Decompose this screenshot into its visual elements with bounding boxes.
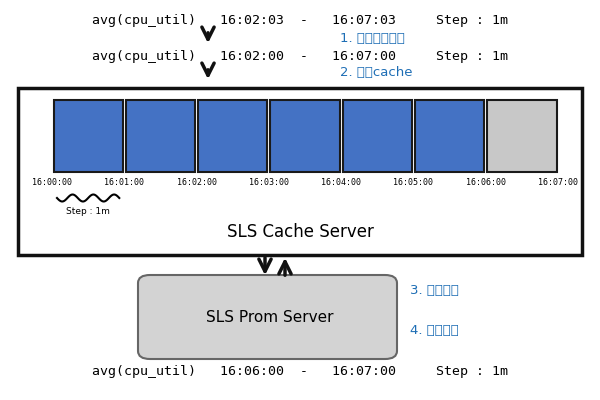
Text: Step : 1m: Step : 1m [66, 207, 110, 216]
Bar [271, 100, 340, 172]
Bar [126, 100, 195, 172]
Text: avg(cpu_util)   16:06:00  -   16:07:00     Step : 1m: avg(cpu_util) 16:06:00 - 16:07:00 Step :… [92, 365, 508, 378]
Text: 3. 执行查询: 3. 执行查询 [410, 284, 459, 296]
Text: 16:06:00: 16:06:00 [466, 178, 506, 187]
Text: 16:07:00: 16:07:00 [538, 178, 578, 187]
Bar [415, 100, 484, 172]
Bar [53, 100, 123, 172]
Text: 16:05:00: 16:05:00 [394, 178, 433, 187]
Text: SLS Prom Server: SLS Prom Server [206, 310, 334, 326]
Text: 16:00:00: 16:00:00 [32, 178, 72, 187]
Text: avg(cpu_util)   16:02:03  -   16:07:03     Step : 1m: avg(cpu_util) 16:02:03 - 16:07:03 Step :… [92, 14, 508, 27]
Bar [18, 88, 582, 255]
Text: 16:03:00: 16:03:00 [249, 178, 289, 187]
Text: avg(cpu_util)   16:02:00  -   16:07:00     Step : 1m: avg(cpu_util) 16:02:00 - 16:07:00 Step :… [92, 50, 508, 63]
Bar [343, 100, 412, 172]
Text: 16:02:00: 16:02:00 [176, 178, 217, 187]
Bar [487, 100, 557, 172]
FancyBboxPatch shape [138, 275, 397, 359]
Text: 16:04:00: 16:04:00 [321, 178, 361, 187]
Text: 2. 访问cache: 2. 访问cache [340, 66, 413, 80]
Text: 16:01:00: 16:01:00 [104, 178, 144, 187]
Text: 4. 更新缓存: 4. 更新缓存 [410, 324, 459, 336]
Text: SLS Cache Server: SLS Cache Server [227, 223, 373, 241]
Text: 1. 时间范围对齐: 1. 时间范围对齐 [340, 32, 405, 44]
Bar [198, 100, 268, 172]
